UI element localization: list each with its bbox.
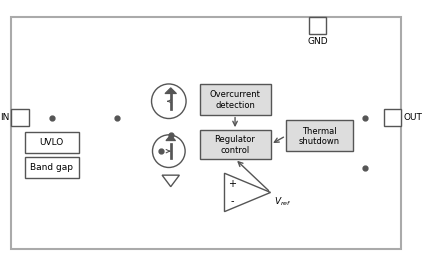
Text: detection: detection: [215, 101, 255, 110]
Text: $V_{ref}$: $V_{ref}$: [274, 196, 292, 208]
Text: IN: IN: [0, 113, 9, 122]
Bar: [286, 121, 353, 151]
Bar: [25, 157, 78, 178]
Bar: [11, 109, 29, 126]
Text: -: -: [230, 196, 234, 206]
Bar: [25, 132, 78, 153]
Bar: [309, 17, 326, 34]
Circle shape: [152, 135, 185, 167]
Text: Regulator: Regulator: [215, 135, 255, 144]
Bar: [384, 109, 401, 126]
Text: OUT: OUT: [403, 113, 422, 122]
Bar: [170, 144, 172, 159]
Bar: [170, 92, 172, 110]
Bar: [200, 130, 271, 159]
Polygon shape: [165, 88, 176, 94]
Circle shape: [151, 84, 186, 118]
Text: Thermal: Thermal: [302, 127, 337, 135]
Polygon shape: [166, 135, 176, 141]
Text: UVLO: UVLO: [40, 138, 64, 147]
Text: control: control: [220, 146, 250, 155]
Text: +: +: [228, 179, 236, 189]
Text: GND: GND: [307, 37, 328, 46]
Text: Band gap: Band gap: [30, 163, 73, 172]
Text: shutdown: shutdown: [299, 137, 340, 146]
Polygon shape: [225, 173, 271, 212]
Bar: [200, 84, 271, 115]
Text: Overcurrent: Overcurrent: [210, 90, 260, 99]
Polygon shape: [162, 175, 179, 187]
